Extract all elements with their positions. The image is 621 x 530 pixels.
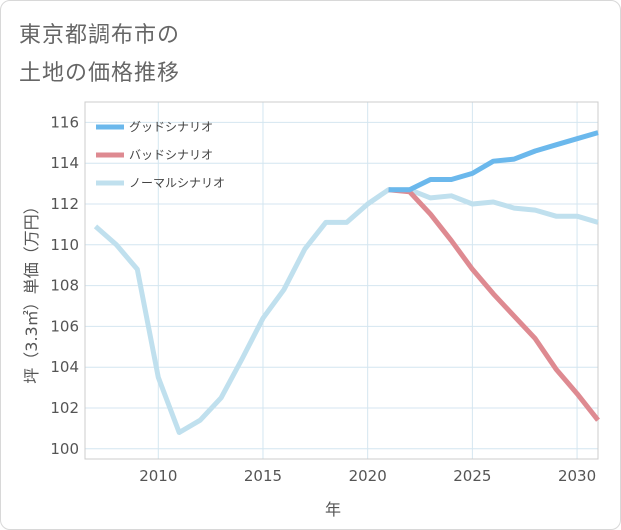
x-tick-label: 2025 [453,467,491,485]
legend-label-0: グッドシナリオ [129,120,213,134]
plot-area-border [84,101,599,460]
x-tick-label: 2030 [558,467,596,485]
x-tick-label: 2015 [244,467,282,485]
series-line-0 [388,130,599,193]
y-tick-label: 110 [50,236,79,254]
x-tick-label: 2020 [349,467,387,485]
y-axis-label: 坪（3.3㎡）単価（万円） [22,198,41,383]
series-line-2 [93,187,599,435]
y-tick-label: 108 [50,277,79,295]
y-tick-label: 100 [50,440,79,458]
y-tick-label: 104 [50,358,79,376]
chart-title-line1: 東京都調布市の [19,23,181,48]
legend-label-2: ノーマルシナリオ [129,176,225,190]
y-tick-label: 112 [50,195,79,213]
legend-label-1: バッドシナリオ [129,148,213,162]
series-line-1 [388,187,600,422]
y-tick-label: 114 [50,154,79,172]
y-tick-label: 106 [50,317,79,335]
x-axis-ticks: 2010 2015 2020 2025 2030 [139,467,596,485]
y-tick-label: 102 [50,399,79,417]
x-axis-label: 年 [325,500,341,519]
x-tick-label: 2010 [139,467,177,485]
series-lines [93,130,600,435]
y-tick-label: 116 [50,113,79,131]
chart-title-line2: 土地の価格推移 [19,61,181,86]
y-axis-ticks: 100 102 104 106 108 110 112 114 116 [50,113,79,457]
